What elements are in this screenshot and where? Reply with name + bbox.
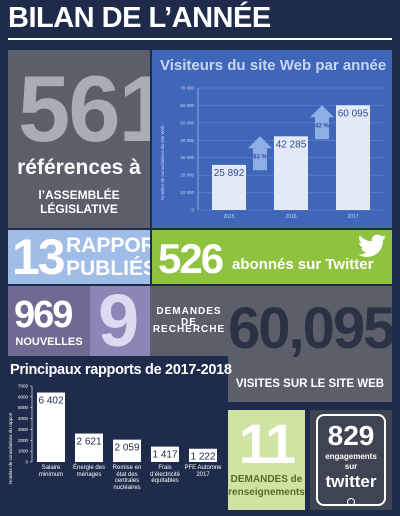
research-line2: RECHERCHE (152, 324, 226, 335)
growth-label: 63 % (253, 154, 267, 160)
y-tick-label: 4000 (18, 416, 29, 421)
visits-tile: 60,095 VISITES SUR LE SITE WEB (228, 286, 392, 402)
reports-number: 13 (12, 230, 66, 284)
bar (336, 105, 370, 210)
bar (189, 448, 217, 462)
growth-arrow (310, 105, 334, 140)
y-tick-label: 1000 (18, 449, 29, 454)
y-tick-label: 50 000 (180, 120, 194, 125)
reports-chart-title: Principaux rapports de 2017-2018 (10, 362, 232, 378)
y-tick-label: 20 000 (180, 173, 194, 178)
twitter-text: abonnés sur Twitter (232, 256, 374, 273)
visitors-chart: Visiteurs du site Web par année Nombre d… (160, 57, 386, 220)
value-label: 6 402 (38, 395, 63, 406)
twitter-tile: 526 abonnés sur Twitter (152, 230, 392, 284)
x-tick-label: PFE Automne 2017 (184, 465, 222, 478)
x-tick-label: Énergie des ménages (72, 465, 106, 478)
visits-text: VISITES SUR LE SITE WEB (235, 378, 385, 390)
bar (212, 164, 246, 210)
x-tick-label: 2017 (347, 214, 358, 220)
news-text: NOUVELLES (15, 336, 83, 348)
engagements-number: 829 (327, 420, 375, 451)
references-line1: références à (17, 156, 141, 179)
research-line1: DEMANDES DE (156, 306, 222, 328)
y-tick-label: 0 (191, 208, 194, 213)
reports-tile: 13 RAPPORTS PUBLIÉS (8, 230, 150, 284)
y-tick-label: 7000 (18, 384, 29, 389)
references-number: 561 (18, 56, 150, 161)
inquiries-number: 11 (238, 412, 296, 475)
twitter-icon (358, 234, 386, 257)
reports-line1: RAPPORTS (66, 234, 150, 257)
bar (113, 439, 141, 462)
value-label: 1 222 (190, 452, 215, 463)
title-rule (8, 38, 392, 40)
y-tick-label: 40 000 (180, 138, 194, 143)
references-line2: l’ASSEMBLÉE LÉGISLATIVE (38, 188, 120, 216)
bar (75, 433, 103, 462)
y-tick-label: 3000 (18, 427, 29, 432)
value-label: 1 417 (152, 450, 177, 461)
engagements-line3: twitter (325, 472, 377, 491)
y-tick-label: 10 000 (180, 190, 194, 195)
x-tick-label: Salaire minimum (38, 465, 64, 478)
page-title: BILAN DE L’ANNÉE (8, 2, 271, 34)
y-tick-label: 60 000 (180, 103, 194, 108)
growth-arrow (248, 136, 272, 171)
news-tile: 969 NOUVELLES (8, 286, 90, 356)
research-number: 9 (98, 286, 139, 356)
engagements-line2: sur (344, 462, 358, 471)
inquiries-tile: 11 DEMANDES de renseignements (228, 410, 305, 510)
visitors-tile: Visiteurs du site Web par année Nombre d… (152, 50, 392, 228)
value-label: 2 059 (114, 443, 139, 454)
y-tick-label: 6000 (18, 394, 29, 399)
y-tick-label: 70 000 (180, 86, 194, 91)
research-tile: DEMANDES DE RECHERCHE (150, 286, 228, 356)
x-tick-label: Frais d’électricité équitables (149, 465, 180, 485)
inquiries-line1: DEMANDES de (230, 474, 303, 485)
references-tile: 561 références à l’ASSEMBLÉE LÉGISLATIVE (8, 50, 150, 228)
value-label: 42 285 (276, 139, 307, 150)
bar (37, 392, 65, 462)
research-number-tile: 9 (90, 286, 150, 356)
y-axis-label: Nombre de consultations du site Web (160, 125, 165, 200)
engagements-line1: engagements (325, 452, 377, 461)
growth-label: 42 % (315, 123, 329, 129)
y-tick-label: 30 000 (180, 155, 194, 160)
tablet-button (347, 498, 355, 506)
news-number: 969 (14, 294, 73, 336)
value-label: 25 892 (214, 168, 245, 179)
reports-chart: Nombre de consultations du rapport 0 1000… (8, 384, 217, 484)
value-label: 2 621 (76, 437, 101, 448)
value-label: 60 095 (338, 108, 369, 119)
x-tick-label: 2015 (223, 214, 234, 220)
inquiries-line2: renseignements (228, 487, 305, 498)
visits-number: 60,095 (228, 296, 392, 361)
y-tick-label: 5000 (18, 405, 29, 410)
y-tick-label: 2000 (18, 438, 29, 443)
bar (274, 136, 308, 210)
engagements-tile: 829 engagements sur twitter (310, 410, 392, 510)
reports-line2: PUBLIÉS (66, 257, 150, 280)
bar (151, 446, 179, 462)
x-tick-label: 2016 (285, 214, 296, 220)
chart-title: Visiteurs du site Web par année (160, 57, 386, 74)
y-tick-label: 0 (25, 460, 28, 465)
y-axis-label: Nombre de consultations du rapport (8, 412, 13, 484)
x-tick-label: Remise en état des centrales nucléaires (112, 465, 142, 491)
twitter-number: 526 (158, 235, 224, 282)
